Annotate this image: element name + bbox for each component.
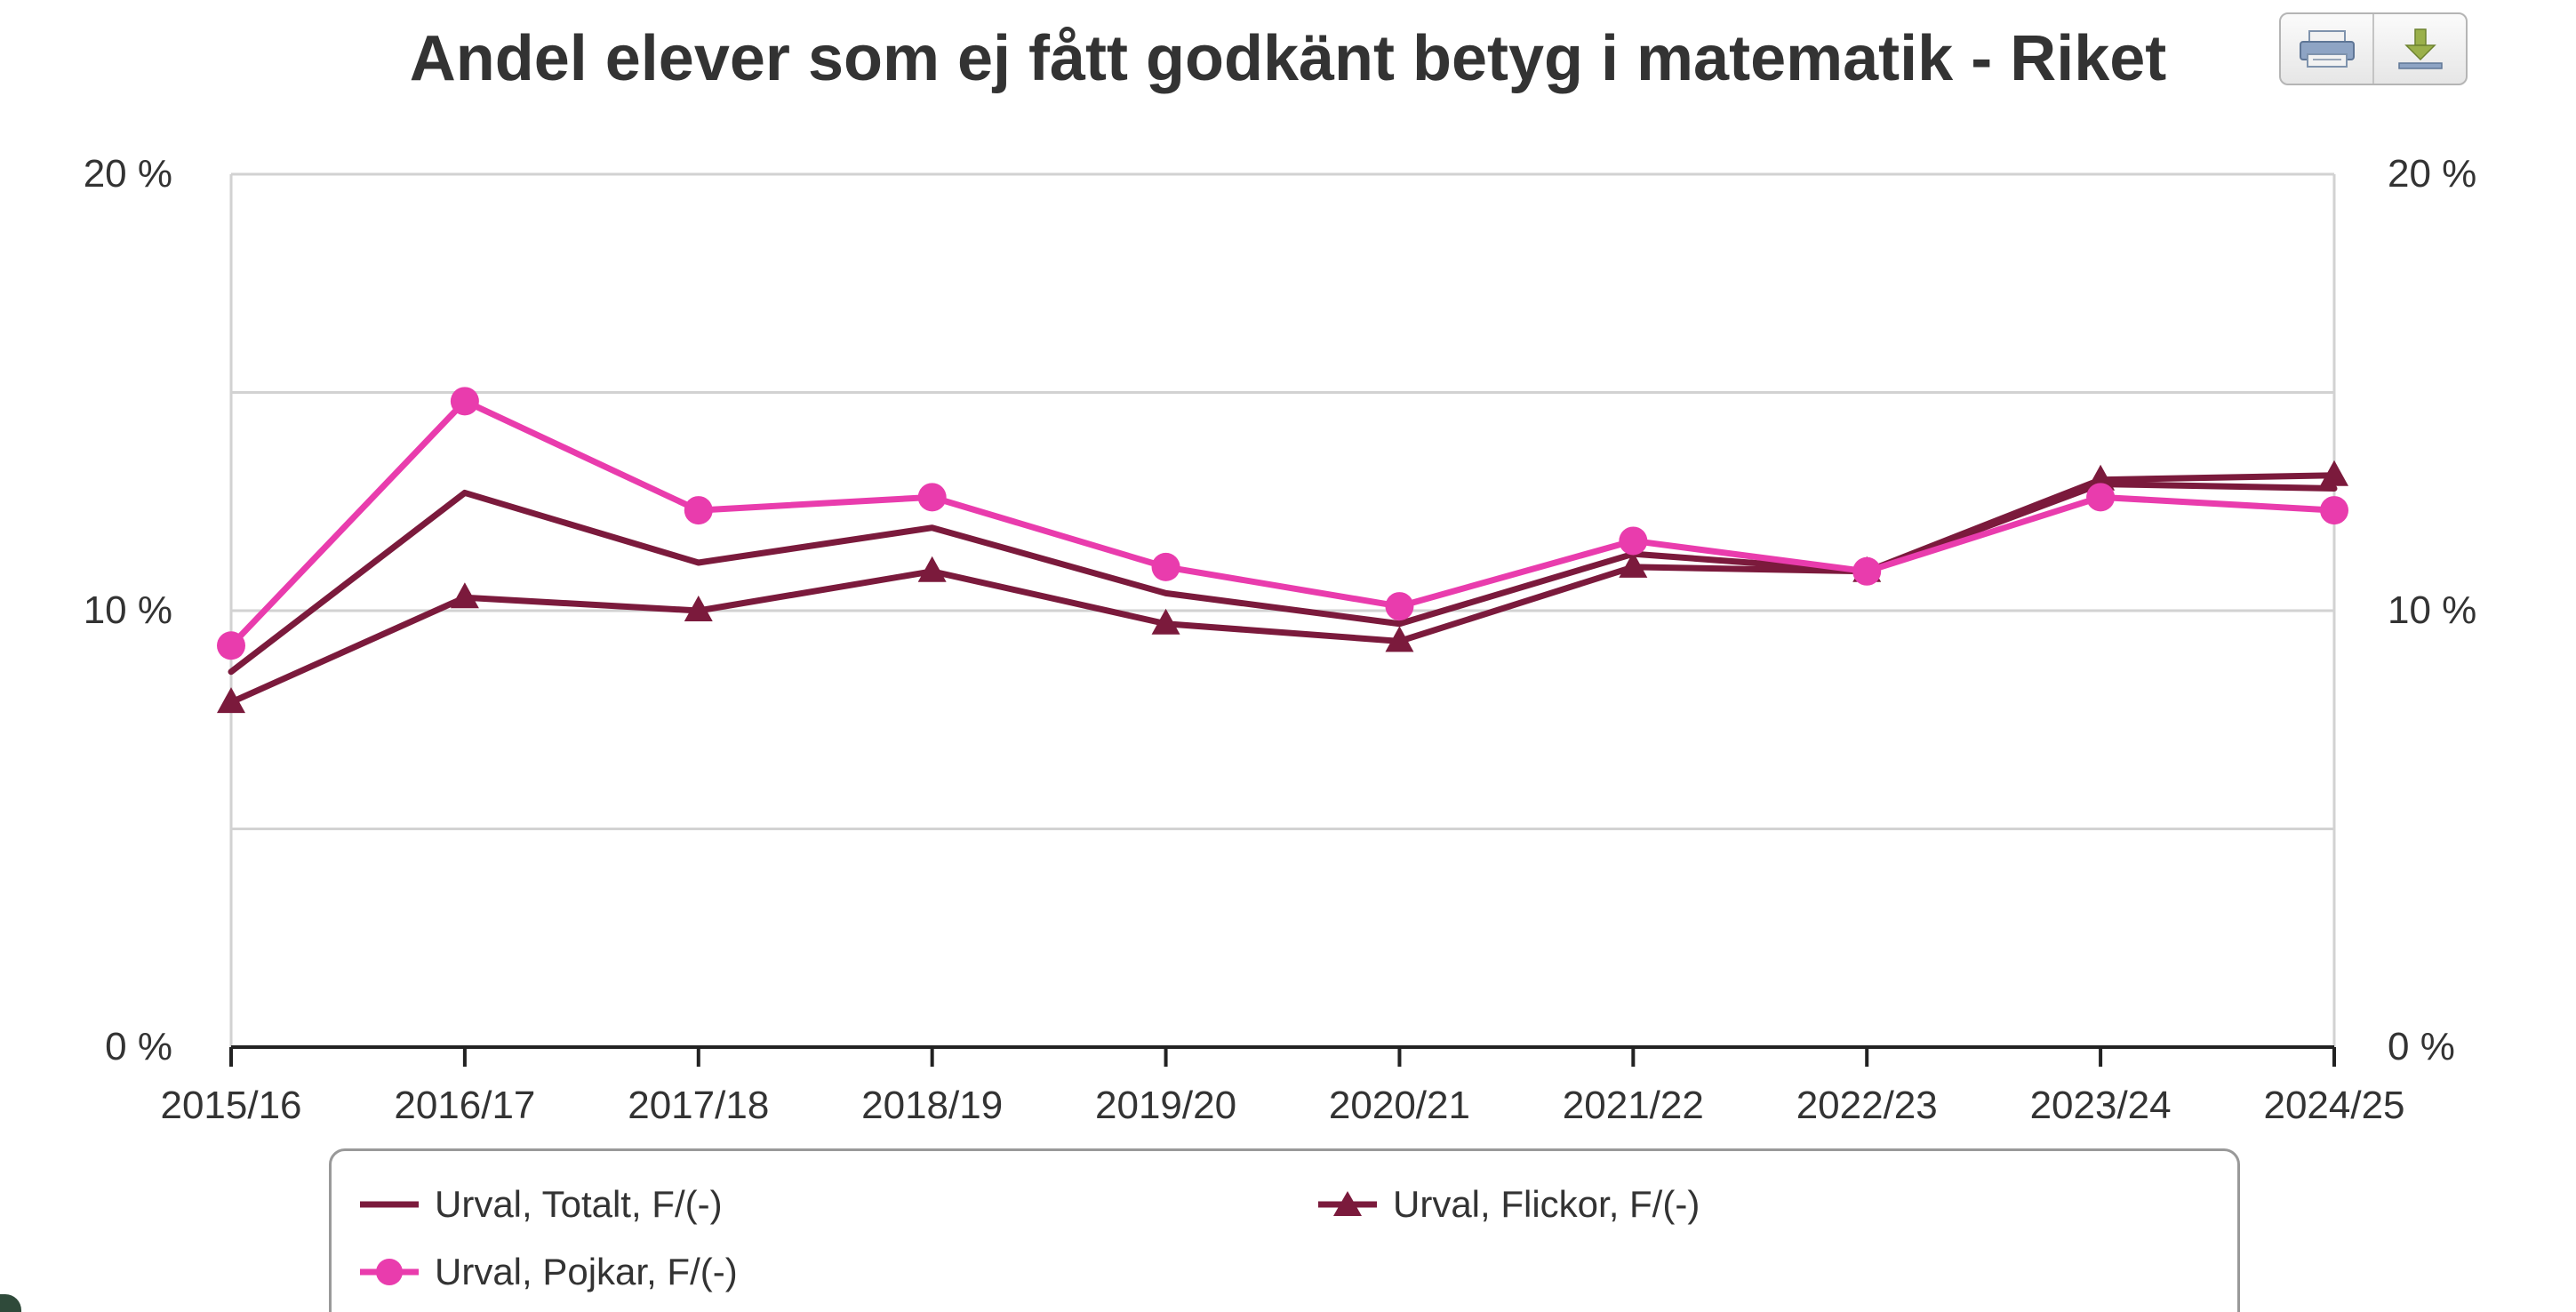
- data-point-triangle[interactable]: [1385, 626, 1414, 652]
- legend-label-totalt: Urval, Totalt, F/(-): [435, 1183, 723, 1225]
- download-icon: [2397, 28, 2443, 69]
- window-corner: [0, 1294, 21, 1312]
- data-point-circle[interactable]: [2320, 496, 2348, 525]
- data-point-triangle[interactable]: [917, 556, 947, 582]
- data-point-circle[interactable]: [217, 631, 245, 660]
- legend-item-totalt[interactable]: Urval, Totalt, F/(-): [358, 1183, 723, 1226]
- data-point-triangle[interactable]: [450, 582, 479, 609]
- chart-toolbar: [2279, 12, 2468, 85]
- data-point-circle[interactable]: [1619, 526, 1648, 556]
- x-tick-label: 2018/19: [861, 1084, 1003, 1127]
- y-tick-label-left: 20 %: [84, 152, 172, 196]
- x-tick-label: 2024/25: [2263, 1084, 2404, 1127]
- x-tick-label: 2017/18: [628, 1084, 769, 1127]
- data-point-triangle[interactable]: [1151, 608, 1180, 635]
- series-line-2: [228, 397, 2338, 649]
- download-button[interactable]: [2372, 14, 2466, 84]
- x-tick-label: 2022/23: [1796, 1084, 1938, 1127]
- legend-circle-swatch: [360, 1259, 419, 1285]
- data-point-circle[interactable]: [1852, 556, 1882, 586]
- legend-item-pojkar[interactable]: Urval, Pojkar, F/(-): [358, 1251, 738, 1293]
- y-tick-label-left: 10 %: [84, 588, 172, 632]
- print-button[interactable]: [2281, 14, 2372, 84]
- legend-triangle-swatch: [1318, 1191, 1377, 1216]
- data-point-triangle[interactable]: [217, 687, 245, 714]
- print-icon: [2299, 30, 2355, 68]
- x-tick-label: 2015/16: [160, 1084, 301, 1127]
- legend-item-flickor[interactable]: Urval, Flickor, F/(-): [1316, 1183, 1700, 1226]
- plot-area: 2015/16 2016/17 2017/18 2018/19 2019/20 2020/…: [84, 152, 2477, 1127]
- x-tick-label: 2023/24: [2030, 1084, 2172, 1127]
- data-point-circle[interactable]: [684, 496, 713, 525]
- data-point-circle[interactable]: [1385, 592, 1414, 621]
- data-point-circle[interactable]: [917, 483, 947, 512]
- data-point-triangle[interactable]: [1619, 551, 1648, 578]
- data-point-circle[interactable]: [1151, 552, 1180, 581]
- data-point-triangle[interactable]: [2086, 464, 2116, 491]
- data-point-circle[interactable]: [2086, 483, 2116, 512]
- legend-line-swatch: [360, 1201, 419, 1208]
- data-point-triangle[interactable]: [2320, 460, 2348, 486]
- legend: Urval, Totalt, F/(-) Urval, Flickor, F/(…: [329, 1148, 2240, 1312]
- chart-title: Andel elever som ej fått godkänt betyg i…: [409, 23, 2167, 94]
- y-tick-label-left: 0 %: [105, 1025, 172, 1068]
- x-tick-label: 2021/22: [1563, 1084, 1704, 1127]
- x-tick-label: 2016/17: [394, 1084, 535, 1127]
- legend-label-flickor: Urval, Flickor, F/(-): [1393, 1183, 1700, 1225]
- series-line-1: [228, 472, 2338, 706]
- data-point-triangle[interactable]: [684, 596, 713, 621]
- x-tick-label: 2020/21: [1329, 1084, 1470, 1127]
- y-tick-label-right: 20 %: [2388, 152, 2476, 196]
- y-tick-label-right: 10 %: [2388, 588, 2476, 632]
- y-tick-label-right: 0 %: [2388, 1025, 2455, 1068]
- legend-label-pojkar: Urval, Pojkar, F/(-): [435, 1251, 738, 1292]
- data-point-circle[interactable]: [450, 387, 479, 416]
- x-tick-label: 2019/20: [1095, 1084, 1236, 1127]
